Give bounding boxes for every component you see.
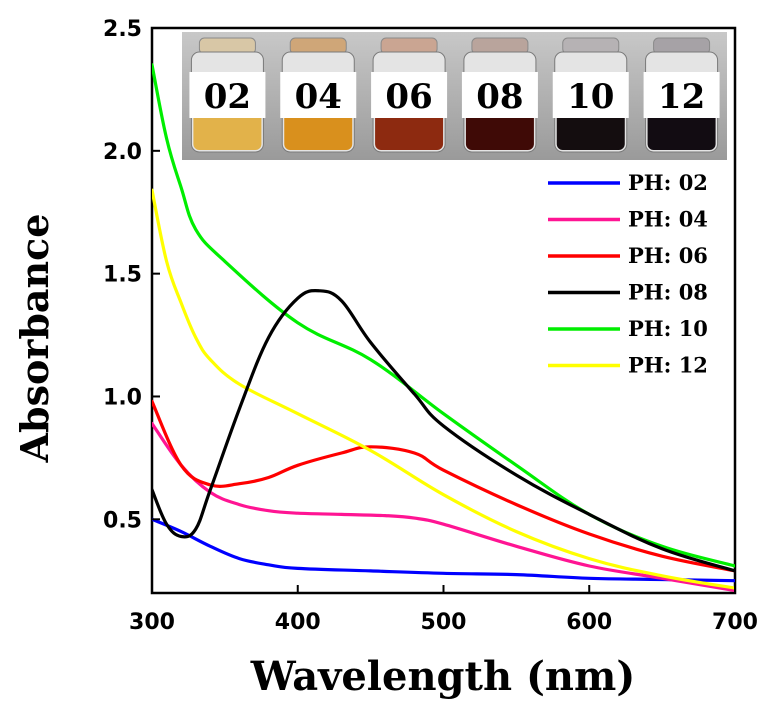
- vial-10: 10: [552, 37, 629, 153]
- vial-label-text: 04: [295, 77, 342, 117]
- legend-label: PH: 02: [628, 170, 708, 195]
- vial-photo-inset: 02 04 06 08 10 12: [182, 32, 727, 160]
- x-tick-label: 700: [712, 610, 758, 635]
- vial-label-text: 02: [204, 77, 251, 117]
- y-tick-label: 2.5: [103, 17, 142, 42]
- series-line-ph-08: [152, 289, 735, 573]
- vial-06: 06: [371, 37, 448, 153]
- vial-label-text: 10: [567, 77, 614, 117]
- vial-liquid: [375, 112, 444, 150]
- vial-label-text: 12: [658, 77, 705, 117]
- legend-label: PH: 10: [628, 316, 708, 341]
- x-tick-label: 600: [566, 610, 612, 635]
- series-layer: [152, 63, 735, 593]
- vial-liquid: [647, 112, 716, 150]
- y-tick-label: 1.0: [103, 385, 142, 410]
- vial-liquid: [556, 112, 625, 150]
- legend-entry: PH: 08: [548, 280, 708, 305]
- legend: PH: 02 PH: 04 PH: 06 PH: 08 PH: 10 PH: 12: [548, 170, 708, 378]
- vial-label-card: [371, 72, 448, 118]
- legend-label: PH: 08: [628, 280, 708, 305]
- y-axis-title: Absorbance: [12, 214, 57, 464]
- legend-entry: PH: 10: [548, 316, 708, 341]
- vial-label-card: [461, 72, 538, 118]
- x-tick-label: 300: [129, 610, 175, 635]
- vial-liquid: [284, 112, 353, 150]
- series-line-ph-04: [152, 421, 735, 593]
- x-axis-title: Wavelength (nm): [250, 653, 636, 700]
- legend-entry: PH: 02: [548, 170, 708, 195]
- vial-liquid: [193, 112, 262, 150]
- x-tick-label: 400: [275, 610, 321, 635]
- vial-label-card: [280, 72, 357, 118]
- legend-entry: PH: 04: [548, 207, 708, 232]
- vial-label-card: [552, 72, 629, 118]
- vial-02: 02: [189, 37, 266, 153]
- y-tick-label: 0.5: [103, 508, 142, 533]
- photo-background: [182, 32, 727, 160]
- ticks-layer: 300 400 500 600 700 0.5 1.0 1.5 2.0 2.5: [103, 17, 758, 635]
- x-tick-label: 500: [421, 610, 467, 635]
- vial-12: 12: [643, 37, 720, 153]
- vial-label-card: [189, 72, 266, 118]
- legend-label: PH: 12: [628, 353, 708, 378]
- legend-label: PH: 04: [628, 207, 708, 232]
- legend-label: PH: 06: [628, 243, 708, 268]
- legend-entry: PH: 06: [548, 243, 708, 268]
- vial-label-text: 06: [385, 77, 432, 117]
- vial-liquid: [465, 112, 534, 150]
- vial-label-card: [643, 72, 720, 118]
- vial-04: 04: [280, 37, 357, 153]
- y-tick-label: 1.5: [103, 263, 142, 288]
- vial-label-text: 08: [476, 77, 523, 117]
- series-line-ph-02: [152, 517, 735, 583]
- series-line-ph-12: [152, 188, 735, 590]
- vial-08: 08: [461, 37, 538, 153]
- legend-entry: PH: 12: [548, 353, 708, 378]
- y-tick-label: 2.0: [103, 140, 142, 165]
